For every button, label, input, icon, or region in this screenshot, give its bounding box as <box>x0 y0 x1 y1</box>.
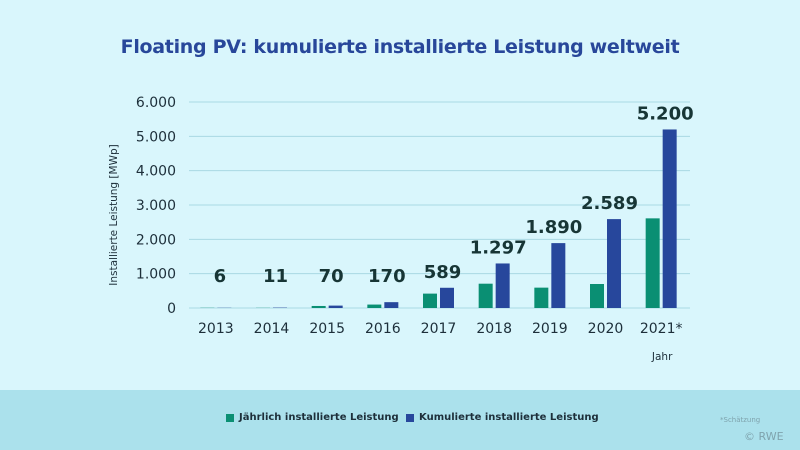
x-tick-label: 2021* <box>640 321 683 337</box>
copyright: © RWE <box>744 430 784 443</box>
legend-label-cumulative: Kumulierte installierte Leistung <box>419 412 599 423</box>
bar-cumulative <box>328 305 343 308</box>
x-tick-label: 2015 <box>309 321 345 337</box>
y-tick-label: 3.000 <box>136 198 176 214</box>
bar-annual <box>645 218 660 308</box>
bar-cumulative <box>662 129 677 308</box>
bar-chart: 0 1.000 2.000 3.000 4.000 5.000 6.000 Installie… <box>108 95 694 363</box>
y-tick-label: 6.000 <box>136 95 176 111</box>
data-label: 1.297 <box>470 237 527 258</box>
bar-annual <box>423 293 437 308</box>
x-axis-label: Jahr <box>651 351 673 363</box>
y-tick-label: 0 <box>167 301 176 317</box>
bar-annual <box>590 284 604 308</box>
legend-band <box>0 390 800 450</box>
legend-swatch-cumulative <box>406 413 414 422</box>
x-tick-label: 2019 <box>532 321 568 337</box>
bar-annual <box>311 305 326 308</box>
bar-annual <box>534 287 549 308</box>
chart-title: Floating PV: kumulierte installierte Lei… <box>120 36 680 58</box>
y-tick-label: 1.000 <box>136 267 176 283</box>
data-label: 5.200 <box>637 103 694 124</box>
legend-swatch-annual <box>226 413 234 422</box>
bar-cumulative <box>607 219 621 308</box>
x-tick-label: 2014 <box>254 321 290 337</box>
data-label: 170 <box>368 266 406 287</box>
x-tick-label: 2013 <box>198 321 234 337</box>
legend-item-annual: Jährlich installierte Leistung <box>226 412 399 423</box>
bar-cumulative <box>551 243 566 308</box>
footnote: *Schätzung <box>720 416 761 424</box>
data-label: 6 <box>214 266 227 287</box>
bar-cumulative <box>495 263 510 308</box>
bar-cumulative <box>384 302 399 308</box>
data-label: 70 <box>319 266 344 287</box>
data-label: 11 <box>263 266 288 287</box>
y-axis-label: Installierte Leistung [MWp] <box>108 144 120 285</box>
x-tick-label: 2017 <box>421 321 457 337</box>
y-tick-label: 4.000 <box>136 164 176 180</box>
bar-annual <box>367 304 382 308</box>
x-tick-label: 2016 <box>365 321 401 337</box>
legend-item-cumulative: Kumulierte installierte Leistung <box>406 412 599 423</box>
bar-annual <box>478 283 493 308</box>
data-label: 2.589 <box>581 193 638 214</box>
y-tick-label: 5.000 <box>136 129 176 145</box>
data-label: 1.890 <box>525 217 582 238</box>
data-label: 589 <box>424 262 462 283</box>
y-tick-label: 2.000 <box>136 232 176 248</box>
x-tick-label: 2020 <box>588 321 624 337</box>
bar-cumulative <box>440 287 454 308</box>
legend-label-annual: Jährlich installierte Leistung <box>239 412 399 423</box>
x-tick-label: 2018 <box>476 321 512 337</box>
